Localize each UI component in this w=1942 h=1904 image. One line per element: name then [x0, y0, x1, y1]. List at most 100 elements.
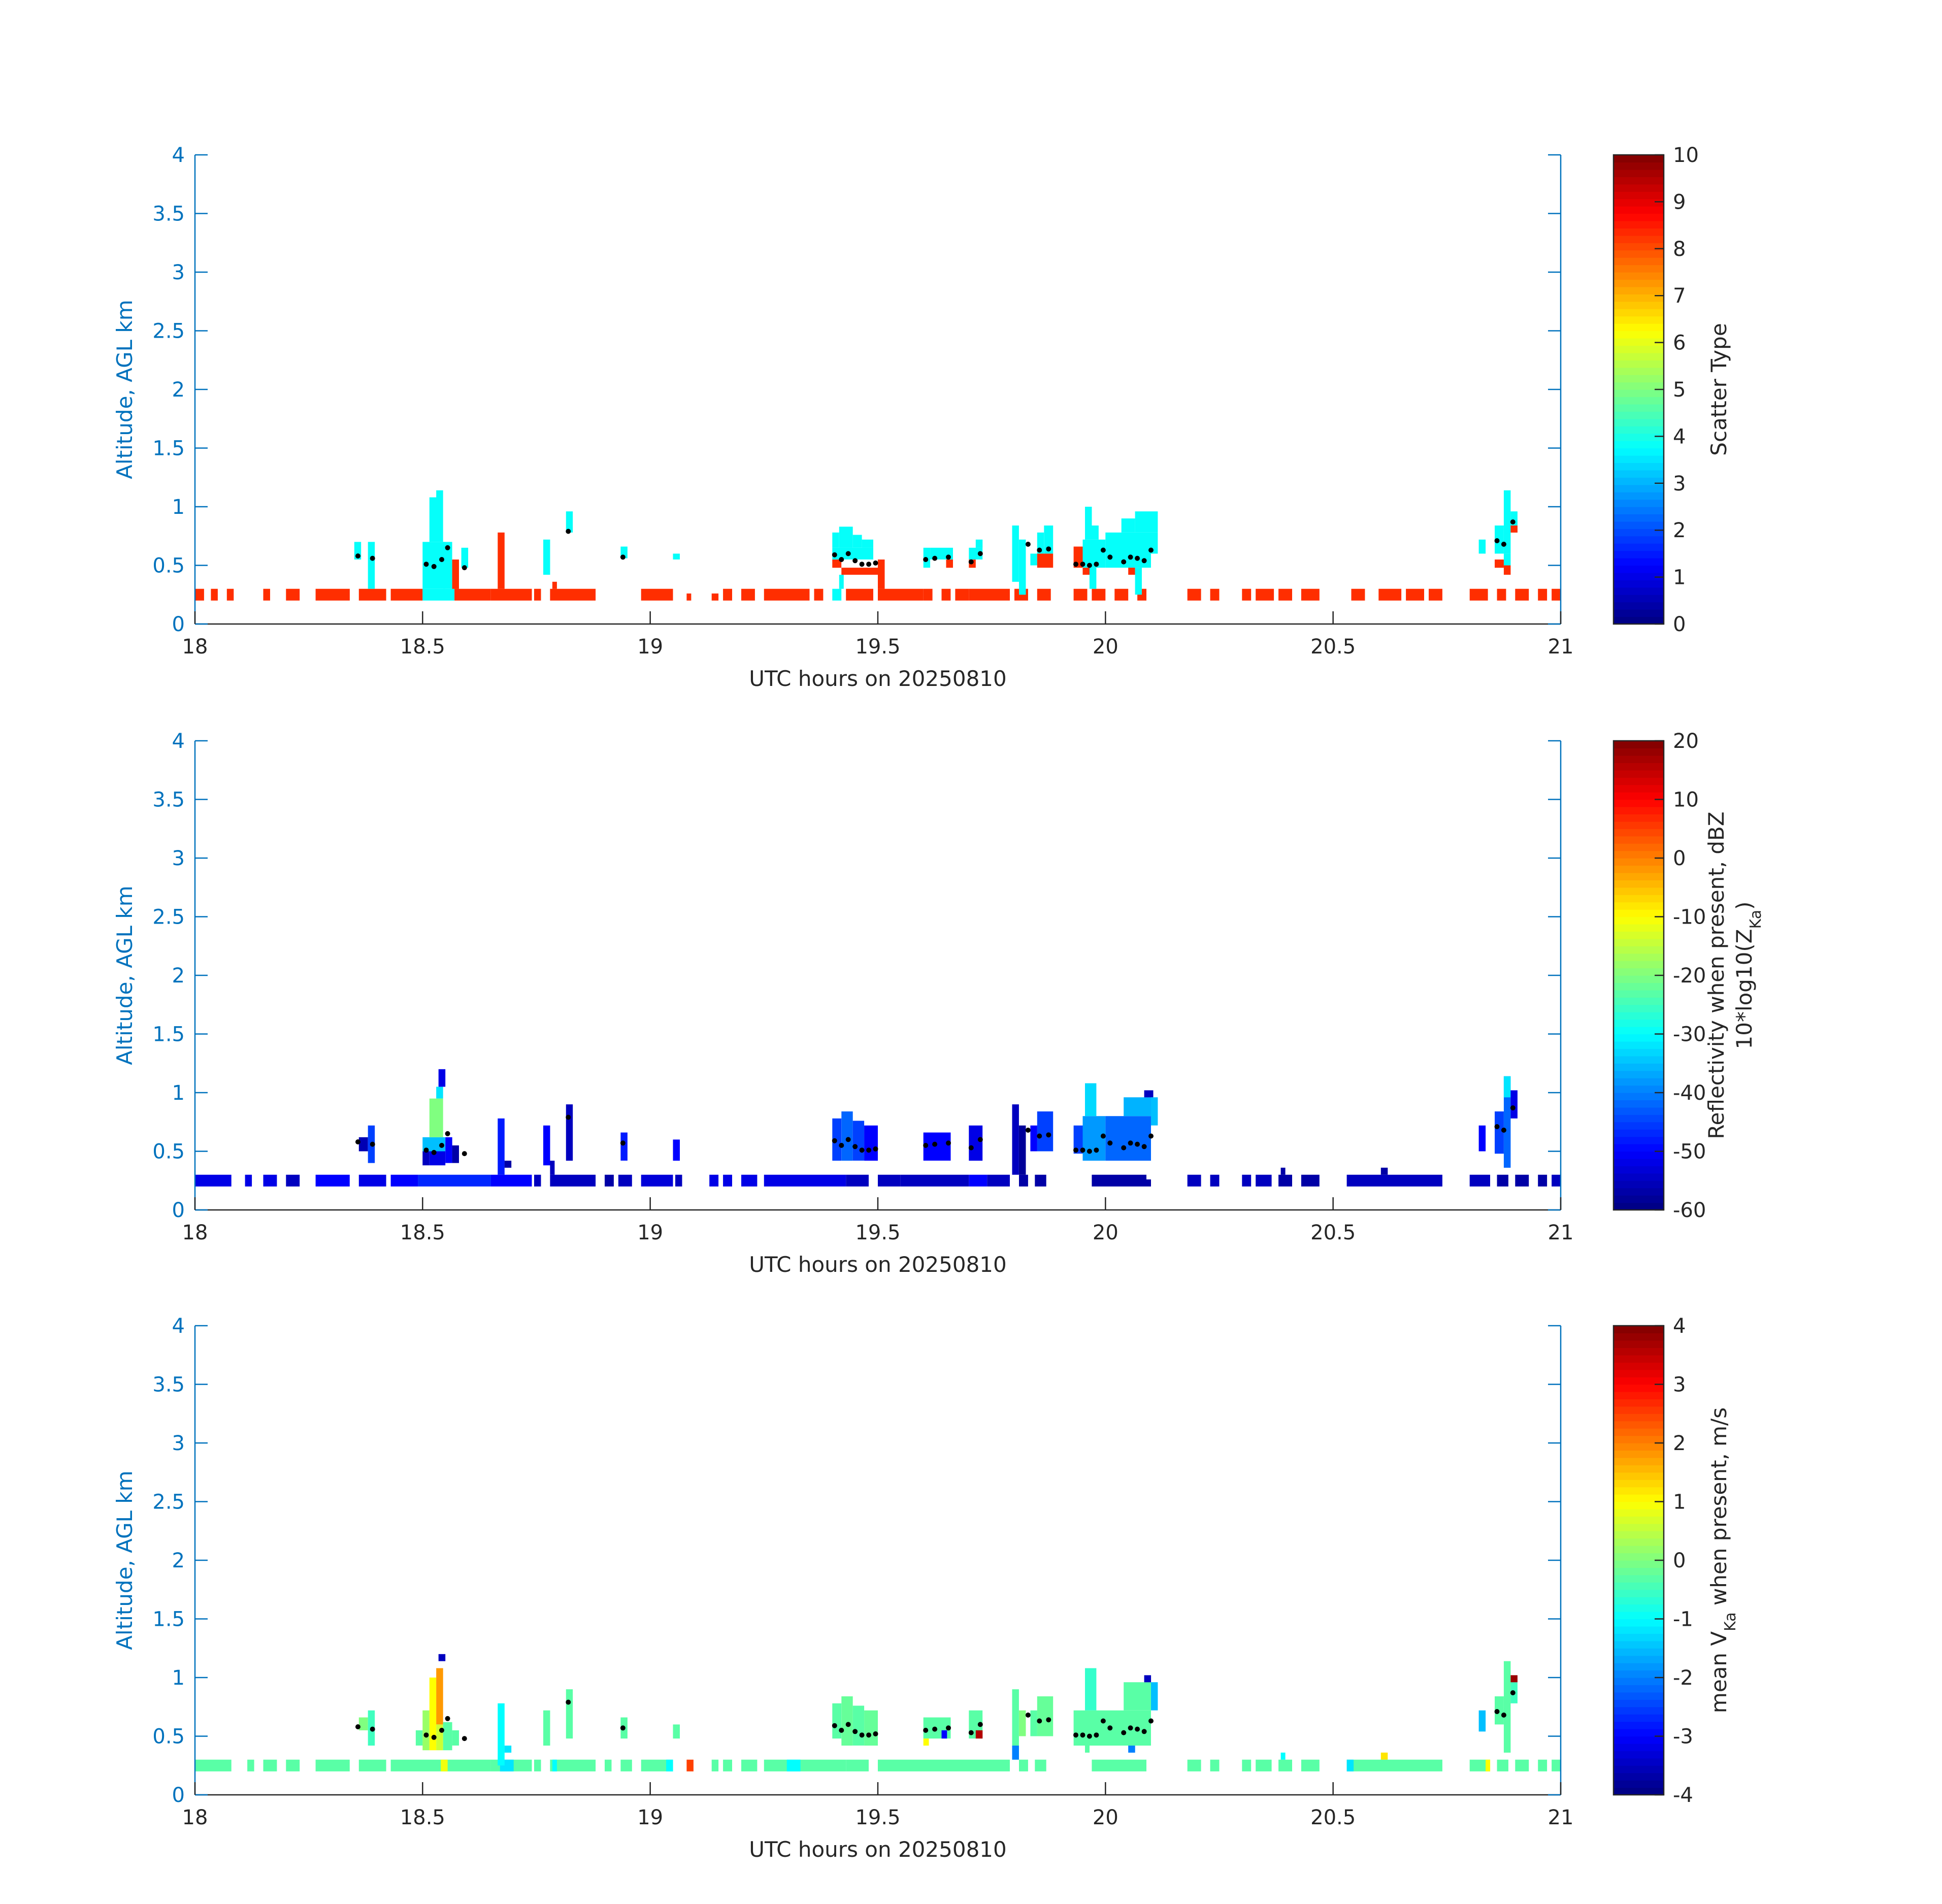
colorbar-swatch [1614, 1743, 1664, 1751]
marker-point [859, 1147, 865, 1153]
heatmap-cell [975, 539, 983, 548]
colorbar-swatch [1614, 1377, 1664, 1385]
heatmap-cell [1278, 1759, 1292, 1771]
heatmap-cell [1012, 1104, 1019, 1175]
heatmap-cells [195, 1654, 1561, 1771]
heatmap-cell [1469, 1759, 1490, 1771]
colorbar-swatch [1614, 755, 1664, 763]
heatmap-cell [675, 1174, 682, 1187]
colorbar-swatch [1614, 155, 1664, 163]
marker-point [439, 1727, 444, 1733]
colorbar-swatch [1614, 784, 1664, 793]
heatmap-cell [1515, 1759, 1529, 1771]
marker-point [1135, 1726, 1140, 1732]
heatmap-cell [605, 1759, 612, 1771]
colorbar-swatch [1614, 938, 1664, 946]
colorbar: 0 1 2 3 4 5 6 7 8 9 10 Scatter Type [1612, 144, 1731, 636]
x-tick-label: 18.5 [400, 1221, 445, 1244]
heatmap-cell [195, 1174, 232, 1187]
marker-point [968, 1145, 974, 1151]
heatmap-cell [436, 1087, 443, 1099]
heatmap-cell [1497, 1174, 1508, 1187]
colorbar-tick-label: 0 [1673, 613, 1686, 636]
colorbar-tick-label: 0 [1673, 847, 1686, 870]
heatmap-cell [1503, 1076, 1511, 1098]
heatmap-cell [534, 1759, 541, 1771]
colorbar-swatch [1614, 220, 1664, 228]
heatmap-cell [358, 1137, 368, 1152]
heatmap-cell [1035, 1759, 1046, 1771]
heatmap-cells [195, 490, 1561, 601]
marker-point [1494, 538, 1500, 543]
heatmap-cell [461, 547, 469, 568]
heatmap-cell [263, 588, 270, 601]
heatmap-cell [1187, 1759, 1201, 1771]
colorbar-swatch [1614, 1107, 1664, 1115]
heatmap-cell [534, 588, 541, 601]
x-tick-label: 20.5 [1310, 1806, 1356, 1829]
colorbar-swatch [1614, 1626, 1664, 1634]
x-tick-label: 20.5 [1310, 635, 1356, 659]
x-axis-label: UTC hours on 20250810 [749, 1252, 1007, 1277]
colorbar-swatch [1614, 507, 1664, 515]
colorbar-swatch [1614, 213, 1664, 221]
heatmap-cell [864, 1125, 878, 1161]
y-tick-label: 2.5 [152, 906, 185, 929]
colorbar-swatch [1614, 1508, 1664, 1517]
marker-point [431, 1150, 437, 1155]
heatmap-cell [862, 539, 873, 548]
marker-point [1100, 1718, 1106, 1724]
colorbar-swatch [1614, 272, 1664, 280]
marker-point [873, 560, 878, 566]
marker-point [839, 1142, 844, 1148]
colorbar-swatch [1614, 924, 1664, 932]
marker-point [462, 1736, 467, 1742]
marker-point [620, 1725, 626, 1731]
heatmap-cell [1085, 507, 1092, 540]
heatmap-cell [436, 490, 443, 498]
colorbar-tick-label: -4 [1673, 1784, 1693, 1807]
marker-point [355, 1724, 360, 1729]
y-tick-label: 1.5 [152, 437, 185, 461]
colorbar-swatch [1614, 397, 1664, 405]
colorbar-swatch [1614, 850, 1664, 859]
colorbar-tick-label: 3 [1673, 1373, 1686, 1397]
heatmap-cell [504, 1161, 512, 1168]
heatmap-cell [1538, 588, 1548, 601]
marker-point [1080, 1147, 1085, 1153]
colorbar-swatch [1614, 1158, 1664, 1166]
heatmap-cell [332, 588, 350, 601]
y-axis-label: Altitude, AGL km [112, 1470, 137, 1650]
colorbar-swatch [1614, 1100, 1664, 1108]
markers [355, 1105, 1516, 1157]
y-tick-label: 2.5 [152, 320, 185, 343]
marker-point [462, 565, 467, 571]
x-tick-label: 20 [1093, 1221, 1118, 1244]
heatmap-cell [832, 588, 842, 601]
marker-point [946, 1725, 951, 1731]
colorbar-swatch [1614, 1648, 1664, 1656]
marker-point [946, 554, 951, 560]
colorbar-swatch [1614, 1151, 1664, 1159]
colorbar-swatch [1614, 411, 1664, 419]
colorbar-swatch [1614, 1494, 1664, 1502]
colorbar-swatch [1614, 1041, 1664, 1049]
colorbar-swatch [1614, 595, 1664, 603]
y-tick-label: 3.5 [152, 789, 185, 812]
colorbar-tick-label: 4 [1673, 1315, 1686, 1338]
heatmap-cell [490, 588, 532, 601]
heatmap-cell [1092, 1174, 1146, 1187]
marker-point [1080, 562, 1085, 567]
marker-point [923, 1142, 929, 1148]
marker-point [1073, 562, 1078, 567]
colorbar-swatch [1614, 770, 1664, 778]
heatmap-cell [1346, 1174, 1442, 1187]
heatmap-cell [211, 588, 218, 601]
heatmap-cell [552, 581, 557, 589]
colorbar-swatch [1614, 1699, 1664, 1708]
heatmap-cell [941, 1730, 947, 1739]
marker-point [1141, 1144, 1147, 1150]
heatmap-cell [315, 1174, 350, 1187]
heatmap-cell [286, 588, 300, 601]
colorbar-swatch [1614, 1597, 1664, 1605]
